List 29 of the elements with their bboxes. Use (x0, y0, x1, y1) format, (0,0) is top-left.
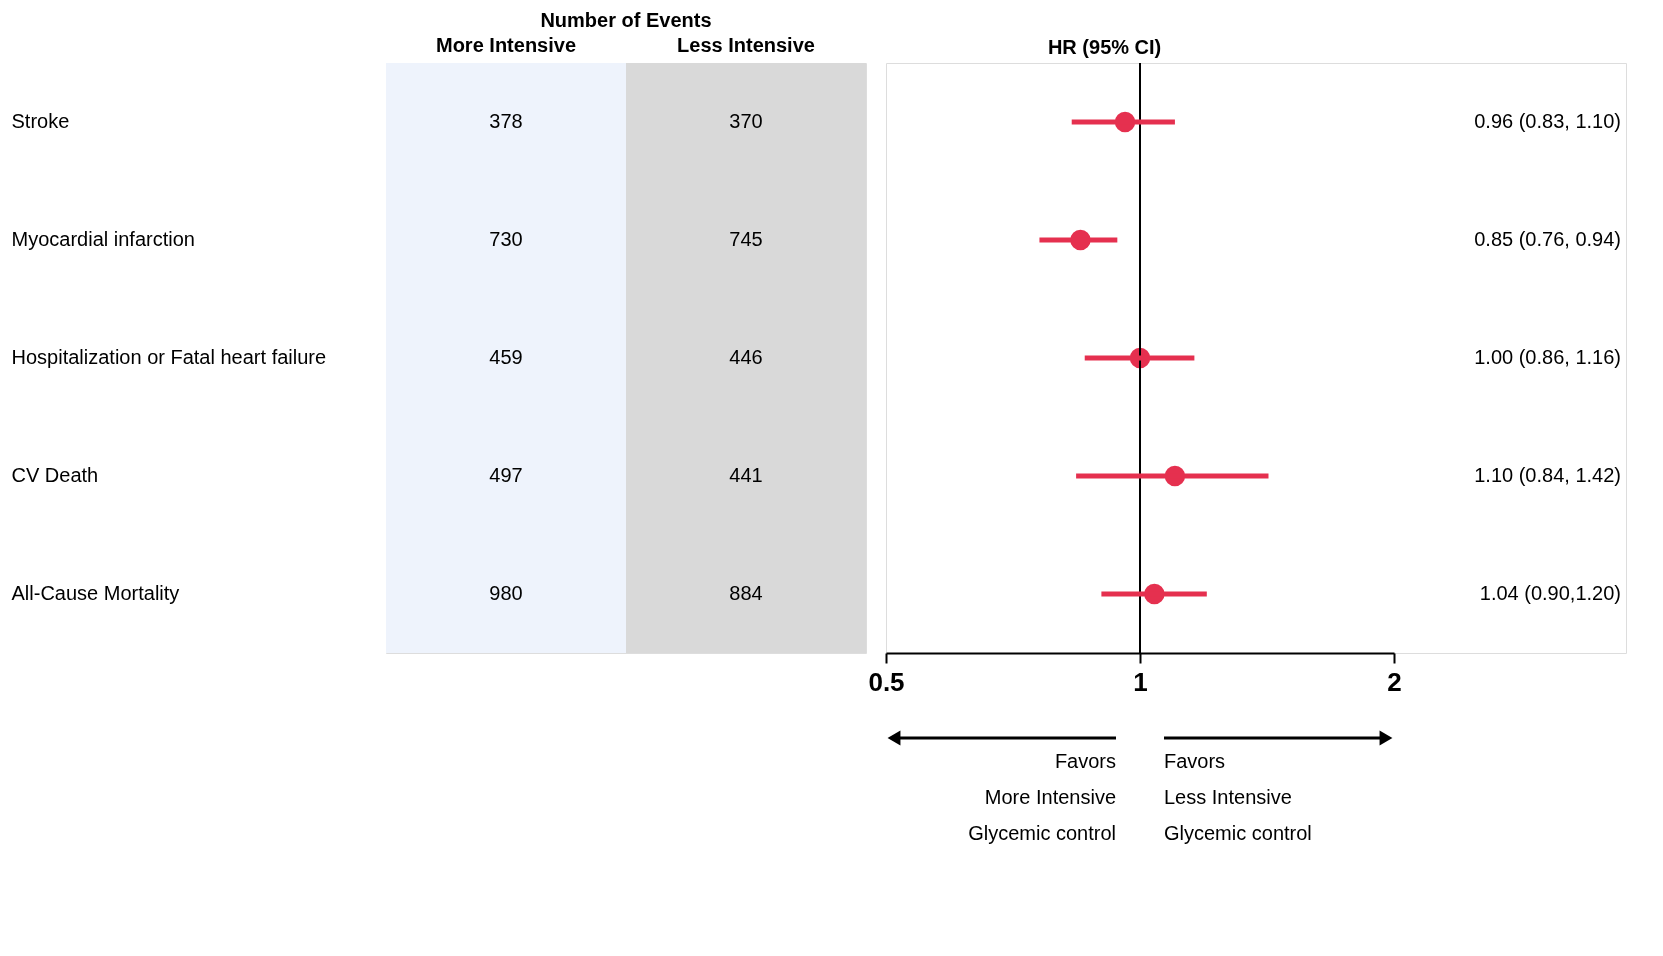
data-label: 497 (489, 464, 523, 486)
data-label: 884 (729, 582, 763, 604)
text: Favors Less Intensive Glycemic control (1164, 750, 1312, 844)
x-tick-label: Less Intensive (677, 33, 815, 56)
data-label: 0.96 (0.83, 1.10) (1474, 110, 1621, 132)
data-label: 1.04 (0.90,1.20) (1479, 582, 1621, 604)
x-tick-label: 0.5 (868, 666, 905, 697)
y-tick-label: CV Death (11, 464, 99, 486)
chart-title: HR (95% CI) (1047, 36, 1162, 58)
data-label: 0.85 (0.76, 0.94) (1474, 228, 1621, 250)
data-label: 1.10 (0.84, 1.42) (1474, 464, 1621, 486)
data-label: 1.00 (0.86, 1.16) (1474, 346, 1621, 368)
text: Favors More Intensive Glycemic control (968, 750, 1116, 844)
data-label: 459 (489, 346, 523, 368)
y-tick-label: Stroke (11, 110, 70, 132)
data-label: 730 (489, 228, 523, 250)
x-tick-label: 1 (1133, 666, 1148, 697)
x-tick-label: 2 (1387, 666, 1402, 697)
data-label: 980 (489, 582, 523, 604)
chart-title: Number of Events (540, 9, 712, 31)
y-tick-label: Myocardial infarction (11, 228, 195, 250)
data-label: 745 (729, 228, 763, 250)
data-label: 446 (729, 346, 763, 368)
data-label: 370 (729, 110, 763, 132)
data-label: 441 (729, 464, 763, 486)
y-tick-label: Hospitalization or Fatal heart failure (11, 346, 327, 368)
y-tick-label: All-Cause Mortality (11, 582, 180, 604)
data-label: 378 (489, 110, 523, 132)
x-tick-label: More Intensive (435, 33, 577, 56)
